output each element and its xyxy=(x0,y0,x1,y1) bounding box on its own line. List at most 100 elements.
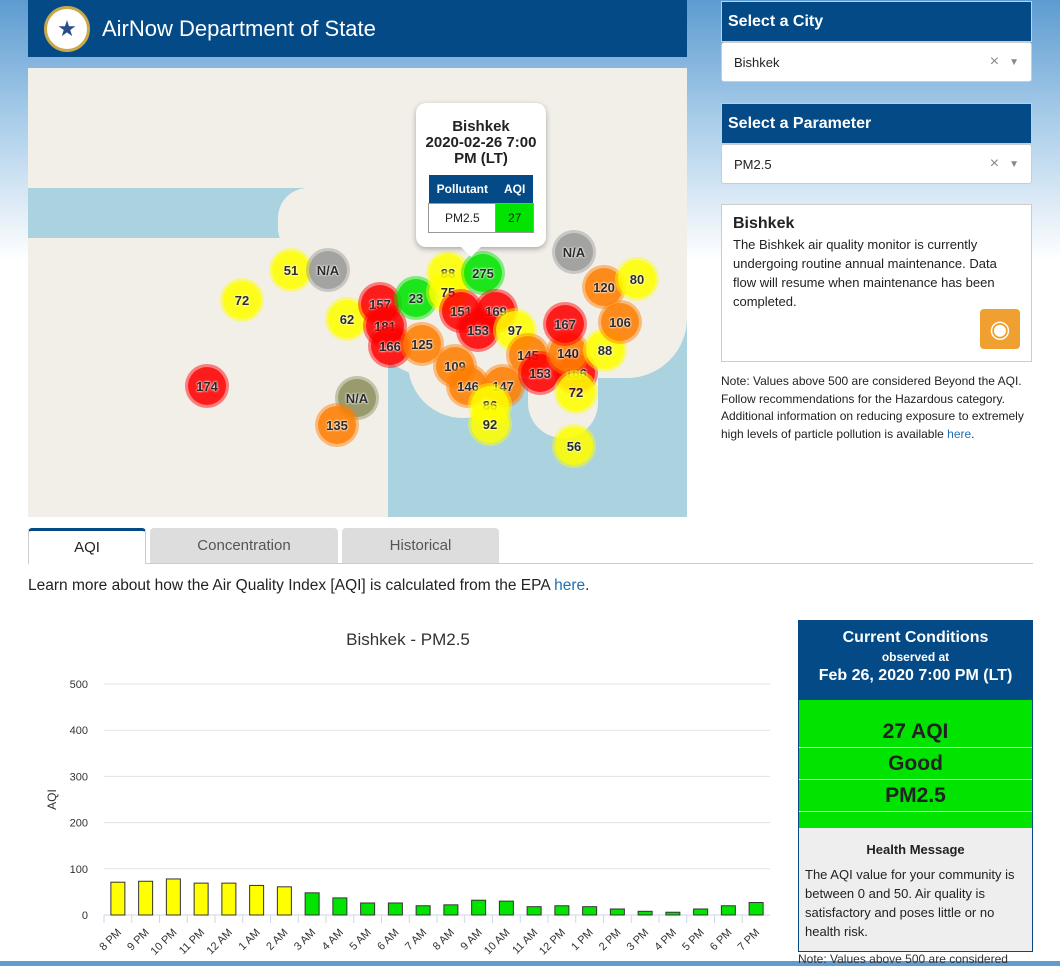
y-tick-label: 300 xyxy=(70,771,88,783)
city-select[interactable]: Bishkek × ▼ xyxy=(721,42,1032,82)
x-tick-label: 6 PM xyxy=(708,927,735,954)
bar xyxy=(748,902,764,916)
bar xyxy=(221,882,237,916)
info-text: The Bishkek air quality monitor is curre… xyxy=(733,237,997,309)
x-tick-label: 1 AM xyxy=(237,927,263,953)
x-tick-label: 2 PM xyxy=(597,927,624,954)
popup-aqi: 27 xyxy=(495,203,534,233)
popup-col-pollutant: Pollutant xyxy=(428,175,496,204)
x-tick-label: 12 AM xyxy=(204,927,235,958)
tab-historical[interactable]: Historical xyxy=(342,528,499,563)
bar xyxy=(332,897,348,916)
aqi-marker[interactable]: 140 xyxy=(549,334,587,372)
bar xyxy=(110,881,126,916)
x-tick-label: 5 AM xyxy=(348,927,374,953)
tab-concentration[interactable]: Concentration xyxy=(150,528,338,563)
aqi-marker[interactable]: 166 xyxy=(371,327,409,365)
parameter-select-label: Select a Parameter xyxy=(721,103,1032,144)
y-tick-label: 500 xyxy=(70,679,88,691)
x-tick-label: 11 PM xyxy=(177,927,207,957)
aqi-marker[interactable]: N/A xyxy=(309,251,347,289)
tab-bar: AQI Concentration Historical xyxy=(28,528,1033,564)
aqi-marker[interactable]: 72 xyxy=(557,373,595,411)
city-select-panel: Select a City Bishkek × ▼ xyxy=(721,1,1032,82)
bar xyxy=(498,900,514,916)
aqi-map[interactable]: 51N/A72621571811661252388752751511691539… xyxy=(28,68,687,517)
info-title: Bishkek xyxy=(733,215,795,232)
aqi-marker[interactable]: 51 xyxy=(272,251,310,289)
aqi-marker[interactable]: N/A xyxy=(555,233,593,271)
bar xyxy=(249,884,265,916)
bar xyxy=(193,882,209,916)
bar xyxy=(526,906,542,916)
popup-datetime: 2020-02-26 7:00 PM (LT) xyxy=(425,134,537,167)
x-tick-label: 7 PM xyxy=(736,927,763,954)
aqi-marker[interactable]: 125 xyxy=(403,325,441,363)
aqi-marker[interactable]: 80 xyxy=(618,260,656,298)
city-select-value: Bishkek xyxy=(734,54,780,70)
x-tick-label: 3 PM xyxy=(625,927,652,954)
aqi-marker[interactable]: 62 xyxy=(328,300,366,338)
current-title: Current Conditions xyxy=(842,629,989,646)
x-tick-label: 5 PM xyxy=(680,927,707,954)
map-popup: Bishkek 2020-02-26 7:00 PM (LT) Pollutan… xyxy=(416,103,546,257)
clear-icon[interactable]: × xyxy=(989,155,1000,172)
aqi-marker[interactable]: 23 xyxy=(397,279,435,317)
y-axis-label: AQI xyxy=(45,789,59,810)
popup-col-aqi: AQI xyxy=(495,175,534,204)
aqi-marker[interactable]: 174 xyxy=(188,367,226,405)
bar xyxy=(471,899,487,916)
current-category: Good xyxy=(799,748,1032,780)
parameter-select[interactable]: PM2.5 × ▼ xyxy=(721,144,1032,184)
parameter-select-value: PM2.5 xyxy=(734,156,772,172)
aqi-marker[interactable]: 153 xyxy=(459,311,497,349)
note-here-link[interactable]: here xyxy=(947,426,972,441)
app-header: ★ AirNow Department of State xyxy=(28,0,687,57)
observed-datetime: Feb 26, 2020 7:00 PM (LT) xyxy=(818,667,1013,684)
note-end: . xyxy=(971,426,975,441)
x-tick-label: 7 AM xyxy=(403,927,429,953)
chart-title: Bishkek - PM2.5 xyxy=(346,630,470,649)
aqi-marker[interactable]: 120 xyxy=(585,268,623,306)
aqi-marker[interactable]: 106 xyxy=(601,303,639,341)
y-tick-label: 0 xyxy=(82,910,88,922)
bar xyxy=(720,905,736,916)
learn-text: Learn more about how the Air Quality Ind… xyxy=(28,577,555,594)
bar xyxy=(276,886,292,916)
x-tick-label: 6 AM xyxy=(375,927,401,953)
aqi-marker[interactable]: 56 xyxy=(555,427,593,465)
chevron-down-icon[interactable]: ▼ xyxy=(1009,56,1019,68)
clear-icon[interactable]: × xyxy=(989,53,1000,70)
parameter-select-panel: Select a Parameter PM2.5 × ▼ xyxy=(721,103,1032,184)
popup-table: Pollutant AQI PM2.5 27 xyxy=(428,175,534,233)
chevron-down-icon[interactable]: ▼ xyxy=(1009,158,1019,170)
aqi-marker[interactable]: 92 xyxy=(471,405,509,443)
bar xyxy=(304,892,320,916)
aqi-marker[interactable]: 135 xyxy=(318,406,356,444)
footer-note: Note: Values above 500 are considered xyxy=(798,952,1008,966)
y-tick-label: 200 xyxy=(70,818,88,830)
tab-aqi[interactable]: AQI xyxy=(28,528,146,564)
note-text: Note: Values above 500 are considered Be… xyxy=(721,374,1024,441)
x-tick-label: 3 AM xyxy=(292,927,318,953)
aqi-marker[interactable]: N/A xyxy=(338,379,376,417)
aqi-marker[interactable]: 167 xyxy=(546,305,584,343)
aqi-marker[interactable]: 275 xyxy=(464,254,502,292)
city-select-label: Select a City xyxy=(721,1,1032,42)
observed-label: observed at xyxy=(881,650,950,664)
x-tick-label: 8 AM xyxy=(431,927,457,953)
popup-pollutant: PM2.5 xyxy=(428,203,497,233)
bar xyxy=(665,911,681,916)
health-message-title: Health Message xyxy=(866,842,965,857)
x-tick-label: 10 PM xyxy=(149,927,180,958)
epa-here-link[interactable]: here xyxy=(554,577,586,594)
rss-feed-icon[interactable]: ◉ xyxy=(980,309,1020,349)
bar xyxy=(165,878,181,916)
state-department-seal-logo: ★ xyxy=(44,5,90,52)
aqi-note: Note: Values above 500 are considered Be… xyxy=(721,373,1032,443)
y-tick-label: 400 xyxy=(70,725,88,737)
current-conditions-panel: Current Conditions observed at Feb 26, 2… xyxy=(798,620,1033,952)
app-title: AirNow Department of State xyxy=(102,15,376,41)
aqi-marker[interactable]: 72 xyxy=(223,281,261,319)
bar xyxy=(609,908,625,916)
